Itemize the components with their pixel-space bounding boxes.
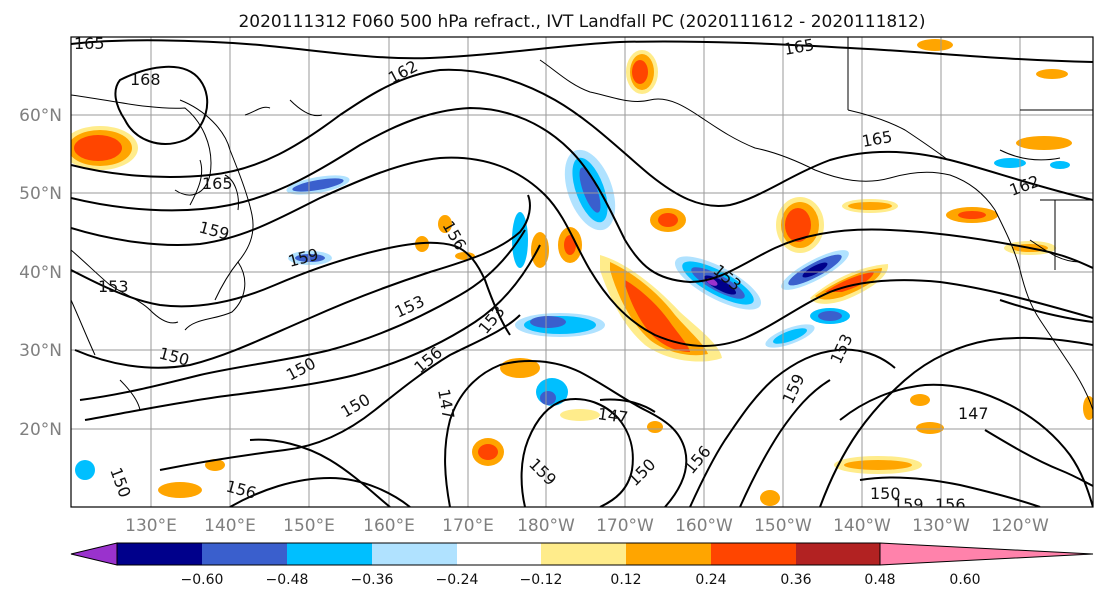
colorbar-frame [116,542,881,566]
ivt-anomaly-fills [71,39,1093,506]
lon-label: 150°E [283,516,335,536]
lon-label: 170°E [442,516,494,536]
colorbar-tick: 0.36 [780,572,811,588]
colorbar-tick: 0.24 [695,572,726,588]
colorbar-segment [626,543,711,565]
colorbar-segment [372,543,457,565]
lat-label: 20°N [19,420,62,440]
map-content: 165 168 162 165 165 159 159 153 153 150 … [71,34,1093,514]
latitude-labels: 60°N 50°N 40°N 30°N 20°N [19,106,62,440]
patch-main-negative [674,250,850,348]
colorbar-segment [202,543,287,565]
colorbar-tick: −0.60 [181,572,224,588]
contour-label: 165 [782,35,815,59]
patch-south [75,358,780,506]
contour-label: 165 [74,34,105,53]
colorbar-tick: 0.48 [864,572,895,588]
lat-label: 50°N [19,184,62,204]
contour-label: 156 [935,495,966,514]
colorbar-tick: −0.12 [520,572,563,588]
colorbar-segment [796,543,880,565]
colorbar-tick: 0.12 [610,572,641,588]
colorbar-tick: 0.60 [949,572,980,588]
colorbar-tick: −0.24 [436,572,479,588]
lon-label: 170°W [596,516,654,536]
lon-label: 120°W [991,516,1049,536]
contour-label: 159 [893,495,924,514]
lon-label: 160°E [363,516,415,536]
lon-label: 140°W [833,516,891,536]
colorbar-segment [287,543,372,565]
colorbar-extend-high [879,542,1094,566]
colorbar: −0.60 −0.48 −0.36 −0.24 −0.12 0.12 0.24 … [70,542,1094,588]
colorbar-tick: −0.48 [266,572,309,588]
colorbar-extend-low [70,542,118,566]
map-title: 2020111312 F060 500 hPa refract., IVT La… [238,12,925,32]
longitude-labels: 130°E 140°E 150°E 160°E 170°E 180°W 170°… [125,516,1049,536]
lon-label: 150°W [754,516,812,536]
lat-label: 40°N [19,263,62,283]
contour-label: 165 [202,174,233,193]
colorbar-tick: −0.36 [351,572,394,588]
colorbar-segment [457,543,541,565]
colorbar-segment [541,543,626,565]
lon-label: 140°E [204,516,256,536]
contour-label: 147 [958,404,989,423]
map-frame [70,36,1094,508]
patch-japan-north [286,175,350,265]
lat-label: 60°N [19,106,62,126]
contour-label: 150 [870,484,901,503]
refractivity-contours [71,39,1093,507]
lon-label: 160°W [675,516,733,536]
patch-central [515,149,616,406]
contour-label: 147 [596,404,629,427]
colorbar-segment [711,543,796,565]
lat-label: 30°N [19,341,62,361]
colorbar-ticks: −0.60 −0.48 −0.36 −0.24 −0.12 0.12 0.24 … [181,572,981,588]
patch-kamchatka-west [71,126,138,170]
patch-main-positive [600,50,722,362]
contour-label: 153 [98,277,129,296]
colorbar-segment [117,543,202,565]
lon-label: 130°W [912,516,970,536]
lon-label: 130°E [125,516,177,536]
coastlines [71,37,1093,411]
lon-label: 180°W [517,516,575,536]
contour-label: 168 [130,70,161,89]
patch-dateline [415,212,582,268]
